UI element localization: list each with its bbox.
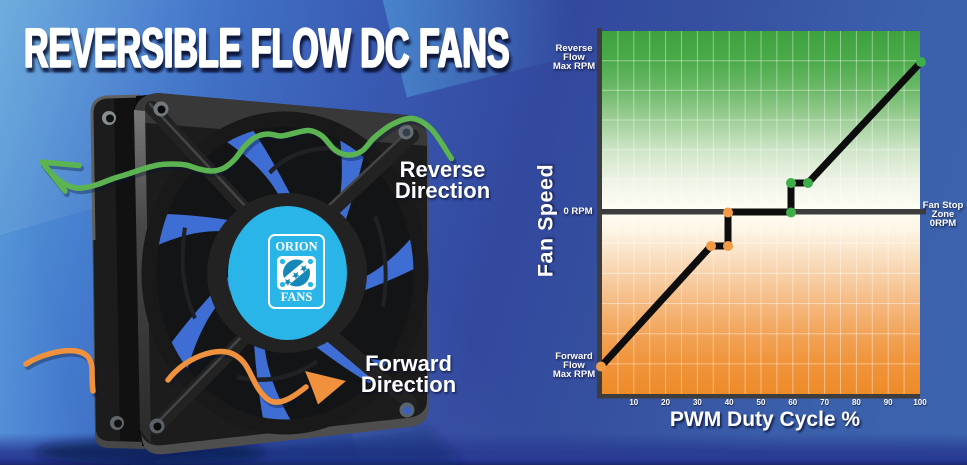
svg-text:FANS: FANS bbox=[281, 290, 313, 304]
svg-text:ORION: ORION bbox=[275, 240, 317, 254]
